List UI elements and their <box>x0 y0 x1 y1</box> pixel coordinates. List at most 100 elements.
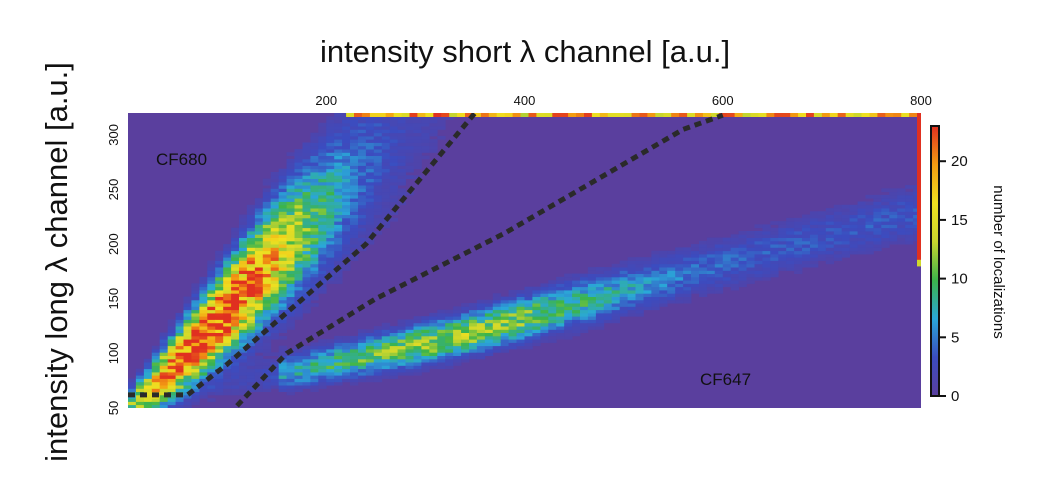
heatmap-cell <box>175 352 184 356</box>
heatmap-cell <box>159 332 168 337</box>
heatmap-cell <box>520 113 529 117</box>
heatmap-cell <box>318 263 327 268</box>
heatmap-cell <box>405 368 414 373</box>
heatmap-cell <box>310 290 319 294</box>
heatmap-cell <box>175 322 184 327</box>
heatmap-cell <box>310 368 319 373</box>
heatmap-cell <box>857 231 866 235</box>
heatmap-cell <box>239 339 248 343</box>
heatmap-cell <box>659 250 668 255</box>
heatmap-cell <box>294 352 303 356</box>
heatmap-cell <box>215 378 224 383</box>
heatmap-cell <box>270 290 279 294</box>
heatmap-cell <box>857 247 866 252</box>
heatmap-cell <box>810 231 819 235</box>
heatmap-cell <box>175 339 184 343</box>
heatmap-cell <box>183 401 192 406</box>
heatmap-cell <box>143 378 153 383</box>
heatmap-cell <box>806 113 815 117</box>
boundary-line-1 <box>128 113 477 398</box>
heatmap-cell <box>556 322 565 327</box>
heatmap-cell <box>667 286 676 291</box>
heatmap-cell <box>167 349 176 353</box>
heatmap-cell <box>389 126 398 130</box>
heatmap-cell <box>207 352 216 356</box>
heatmap-cell <box>825 253 835 258</box>
heatmap-cell <box>889 204 898 209</box>
heatmap-cell <box>865 204 874 209</box>
heatmap-cell <box>262 322 272 327</box>
heatmap-cell <box>476 306 486 311</box>
heatmap-cell <box>706 280 716 284</box>
heatmap-cell <box>413 122 422 127</box>
heatmap-cell <box>286 217 295 222</box>
heatmap-cell <box>373 211 383 215</box>
heatmap-cell <box>350 244 359 248</box>
heatmap-cell <box>492 312 502 317</box>
heatmap-cell <box>302 293 311 297</box>
heatmap-cell <box>373 326 383 330</box>
heatmap-cell <box>350 342 359 347</box>
heatmap-cell <box>429 322 438 327</box>
heatmap-cell <box>897 204 906 209</box>
plot-area <box>128 113 921 408</box>
heatmap-cell <box>159 391 168 396</box>
heatmap-cell <box>262 299 272 304</box>
heatmap-cell <box>373 194 383 199</box>
heatmap-cell <box>270 221 279 225</box>
heatmap-cell <box>365 345 375 350</box>
heatmap-cell <box>215 375 224 379</box>
heatmap-cell <box>239 358 248 363</box>
heatmap-cell <box>397 158 406 163</box>
heatmap-cell <box>484 303 494 307</box>
heatmap-cell <box>405 165 414 170</box>
heatmap-cell <box>334 342 343 347</box>
heatmap-cell <box>231 276 240 281</box>
heatmap-cell <box>254 240 264 245</box>
heatmap-cell <box>310 250 319 255</box>
heatmap-cell <box>310 247 319 252</box>
heatmap-cell <box>365 237 375 242</box>
heatmap-cell <box>175 329 184 333</box>
heatmap-cell <box>294 217 303 222</box>
heatmap-cell <box>564 296 573 301</box>
heatmap-cell <box>905 217 914 222</box>
heatmap-cell <box>718 113 728 117</box>
heatmap-cell <box>358 247 367 252</box>
heatmap-cell <box>580 290 589 294</box>
heatmap-cell <box>476 349 486 353</box>
heatmap-cell <box>500 329 509 333</box>
heatmap-cell <box>905 204 914 209</box>
heatmap-cell <box>310 286 319 291</box>
heatmap-cell <box>580 319 589 324</box>
heatmap-cell <box>318 339 327 343</box>
heatmap-cell <box>746 273 755 278</box>
heatmap-cell <box>278 181 287 186</box>
heatmap-cell <box>278 345 287 350</box>
heatmap-cell <box>548 280 557 284</box>
heatmap-cell <box>207 283 216 288</box>
heatmap-cell <box>508 312 517 317</box>
heatmap-cell <box>389 198 398 202</box>
heatmap-cell <box>492 296 502 301</box>
heatmap-cell <box>512 113 521 117</box>
heatmap-cell <box>231 306 240 311</box>
heatmap-cell <box>643 263 652 268</box>
heatmap-cell <box>580 276 589 281</box>
heatmap-cell <box>270 371 279 376</box>
heatmap-cell <box>905 231 914 235</box>
heatmap-cell <box>207 270 216 274</box>
heatmap-cell <box>183 319 192 324</box>
heatmap-cell <box>889 217 898 222</box>
heatmap-cell <box>310 208 319 212</box>
heatmap-cell <box>246 388 256 392</box>
heatmap-cell <box>239 309 248 314</box>
heatmap-cell <box>413 345 422 350</box>
heatmap-cell <box>350 335 359 340</box>
heatmap-cell <box>231 290 240 294</box>
heatmap-cell <box>794 234 803 238</box>
heatmap-cell <box>476 345 486 350</box>
heatmap-cell <box>246 322 256 327</box>
heatmap-cell <box>381 191 391 196</box>
heatmap-cell <box>223 273 232 278</box>
